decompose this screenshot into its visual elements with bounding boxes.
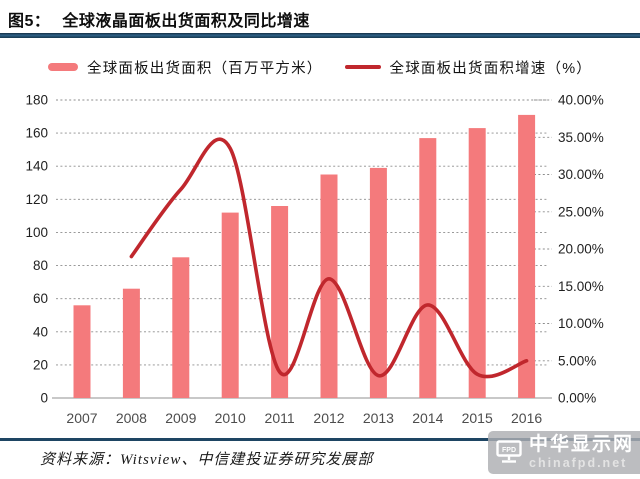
left-axis-label-0: 0 [40, 391, 48, 406]
figure-title: 图5： 全球液晶面板出货面积及同比增速 [8, 7, 310, 31]
legend-line-swatch [344, 65, 381, 69]
figure-label: 图5： [8, 13, 51, 30]
right-axis-label-15: 15.00% [558, 279, 604, 294]
fpd-icon-label: FPD [502, 447, 516, 454]
left-axis-label-180: 180 [25, 93, 48, 108]
watermark-domain: chinafpd.net [529, 456, 628, 471]
x-axis-label-2009: 2009 [165, 410, 196, 426]
x-axis-label-2007: 2007 [66, 410, 97, 426]
bar-2013 [369, 167, 387, 398]
bar-2009 [172, 257, 190, 398]
right-axis-label-5: 5.00% [558, 353, 596, 368]
right-axis-label-40: 40.00% [558, 93, 604, 108]
left-axis-label-40: 40 [33, 324, 48, 339]
x-axis-label-2013: 2013 [363, 410, 394, 426]
watermark-name: 中华显示网 [529, 434, 635, 456]
bar-2015 [468, 128, 486, 398]
source-note: 资料来源：Witsview、中信建投证券研究发展部 [40, 452, 374, 468]
watermark-text: 中华显示网 chinafpd.net [529, 435, 634, 470]
footer-divider [0, 438, 640, 441]
x-axis-label-2014: 2014 [412, 410, 443, 426]
bar-2010 [221, 212, 239, 398]
left-axis-label-140: 140 [25, 159, 48, 174]
right-axis-label-0: 0.00% [558, 391, 596, 406]
chart-legend: 全球面板出货面积（百万平方米） 全球面板出货面积增速（%） [0, 57, 640, 78]
right-axis-label-30: 30.00% [558, 167, 604, 182]
legend-bar-label: 全球面板出货面积（百万平方米） [87, 60, 323, 77]
x-axis-label-2010: 2010 [215, 410, 246, 426]
right-axis-label-10: 10.00% [558, 316, 604, 331]
legend-item-growth: 全球面板出货面积增速（%） [344, 57, 593, 78]
watermark: FPD 中华显示网 chinafpd.net [488, 431, 640, 474]
x-axis-label-2016: 2016 [511, 410, 542, 426]
bar-2007 [73, 305, 91, 398]
bar-2016 [518, 114, 536, 399]
growth-line [129, 137, 529, 379]
bar-2011 [271, 206, 289, 398]
legend-bar-swatch [48, 63, 78, 71]
x-axis-label-2012: 2012 [313, 410, 344, 426]
legend-item-area: 全球面板出货面积（百万平方米） [48, 57, 323, 78]
x-axis-label-2008: 2008 [116, 410, 147, 426]
figure-title-text: 全球液晶面板出货面积及同比增速 [62, 13, 310, 30]
right-axis-label-20: 20.00% [558, 242, 604, 257]
bar-2008 [122, 288, 140, 398]
left-axis-label-160: 160 [25, 126, 48, 141]
x-axis-label-2015: 2015 [462, 410, 493, 426]
bar-2014 [419, 138, 437, 398]
legend-line-label: 全球面板出货面积增速（%） [389, 60, 592, 77]
left-axis-label-80: 80 [33, 258, 48, 273]
fpd-monitor-icon: FPD [496, 440, 522, 463]
left-axis-label-60: 60 [33, 291, 48, 306]
bar-2012 [320, 174, 338, 398]
title-divider [0, 33, 640, 38]
left-axis-label-20: 20 [33, 357, 48, 372]
left-axis-label-120: 120 [25, 192, 48, 207]
right-axis-label-35: 35.00% [558, 130, 604, 145]
left-axis-label-100: 100 [25, 225, 48, 240]
right-axis-label-25: 25.00% [558, 204, 604, 219]
x-axis-label-2011: 2011 [265, 410, 295, 426]
